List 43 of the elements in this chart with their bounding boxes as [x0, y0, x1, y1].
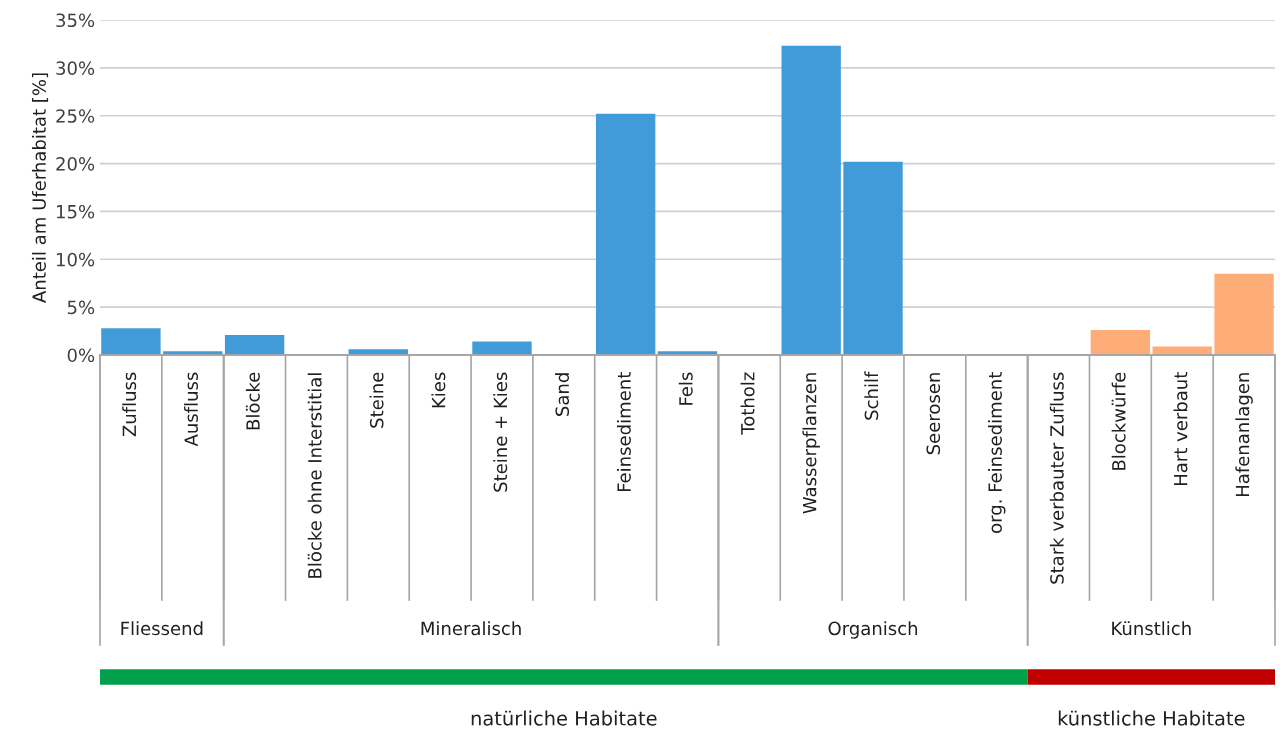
text: Fliessend [121, 621, 203, 636]
bar [781, 45, 841, 355]
x-tick-label: Schilf [864, 371, 879, 420]
y-tick-label: 20% [56, 157, 95, 171]
x-tick-label: org. Feinsediment [987, 372, 1006, 533]
bar [843, 161, 903, 355]
y-tick-label: 5% [67, 300, 95, 315]
bar [472, 341, 532, 355]
x-tick-label: Feinsediment [616, 372, 631, 492]
x-tick-label: Steine + Kies [493, 372, 508, 492]
x-tick-label: Wasserpflanzen [802, 373, 820, 514]
x-tick-label: Zufluss [122, 372, 137, 437]
y-tick-label: 15% [56, 204, 95, 219]
bar [1152, 346, 1212, 355]
text: Künstlich [1112, 621, 1191, 636]
bar [224, 334, 285, 355]
x-tick-label: Blöcke [245, 372, 260, 430]
x-tick-label: Seerosen [926, 373, 941, 455]
x-tick-label: Hart verbaut [1173, 372, 1188, 486]
x-tick-label: Stark verbauter Zufluss [1049, 372, 1064, 584]
text: Mineralisch [421, 621, 521, 636]
x-tick-label: Kies [431, 372, 446, 408]
bar [1090, 330, 1151, 355]
text: natürliche Habitate [471, 710, 657, 726]
y-tick-label: 0% [67, 348, 95, 363]
text: Organisch [828, 621, 918, 639]
bar [101, 328, 161, 355]
x-tick-label: Sand [555, 373, 570, 416]
bar [595, 113, 656, 355]
x-tick-label: Hafenanlagen [1235, 373, 1253, 497]
y-tick-label: 35% [56, 13, 95, 28]
x-tick-label: Ausfluss [184, 372, 198, 447]
x-tick-label: Steine [369, 372, 384, 428]
text: künstliche Habitate [1058, 710, 1245, 726]
y-axis-title: Anteil am Uferhabitat [%] [31, 73, 49, 303]
x-tick-label: Totholz [740, 372, 755, 435]
bar [1214, 273, 1274, 355]
y-tick-label: 30% [56, 61, 95, 75]
x-tick-label: Blöcke ohne Interstitial [307, 373, 322, 578]
y-tick-label: 10% [56, 252, 95, 267]
x-tick-label: Blockwürfe [1111, 372, 1126, 470]
y-tick-label: 25% [56, 109, 95, 123]
x-tick-label: Fels [678, 372, 693, 405]
